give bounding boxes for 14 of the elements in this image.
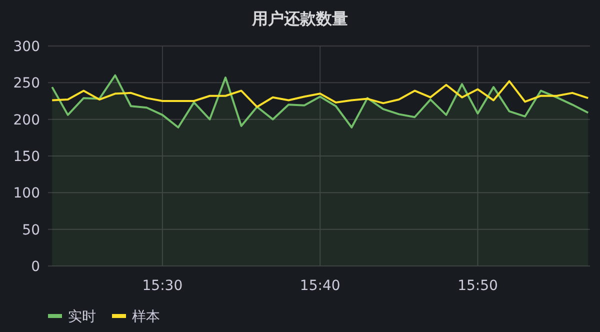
y-tick-label: 250 (13, 76, 40, 92)
x-tick-label: 15:40 (300, 278, 340, 294)
y-tick-label: 300 (13, 39, 40, 55)
y-tick-label: 100 (13, 186, 40, 202)
y-tick-label: 0 (31, 259, 40, 275)
line-series (51, 80, 590, 108)
y-tick-label: 150 (13, 149, 40, 165)
legend-label: 实时 (68, 309, 96, 325)
x-tick-label: 15:30 (142, 278, 183, 294)
x-tick-label: 15:50 (458, 278, 498, 294)
y-tick-label: 50 (22, 222, 40, 238)
chart-title: 用户还款数量 (251, 9, 348, 28)
legend-label: 样本 (132, 309, 160, 325)
y-tick-label: 200 (13, 112, 40, 128)
